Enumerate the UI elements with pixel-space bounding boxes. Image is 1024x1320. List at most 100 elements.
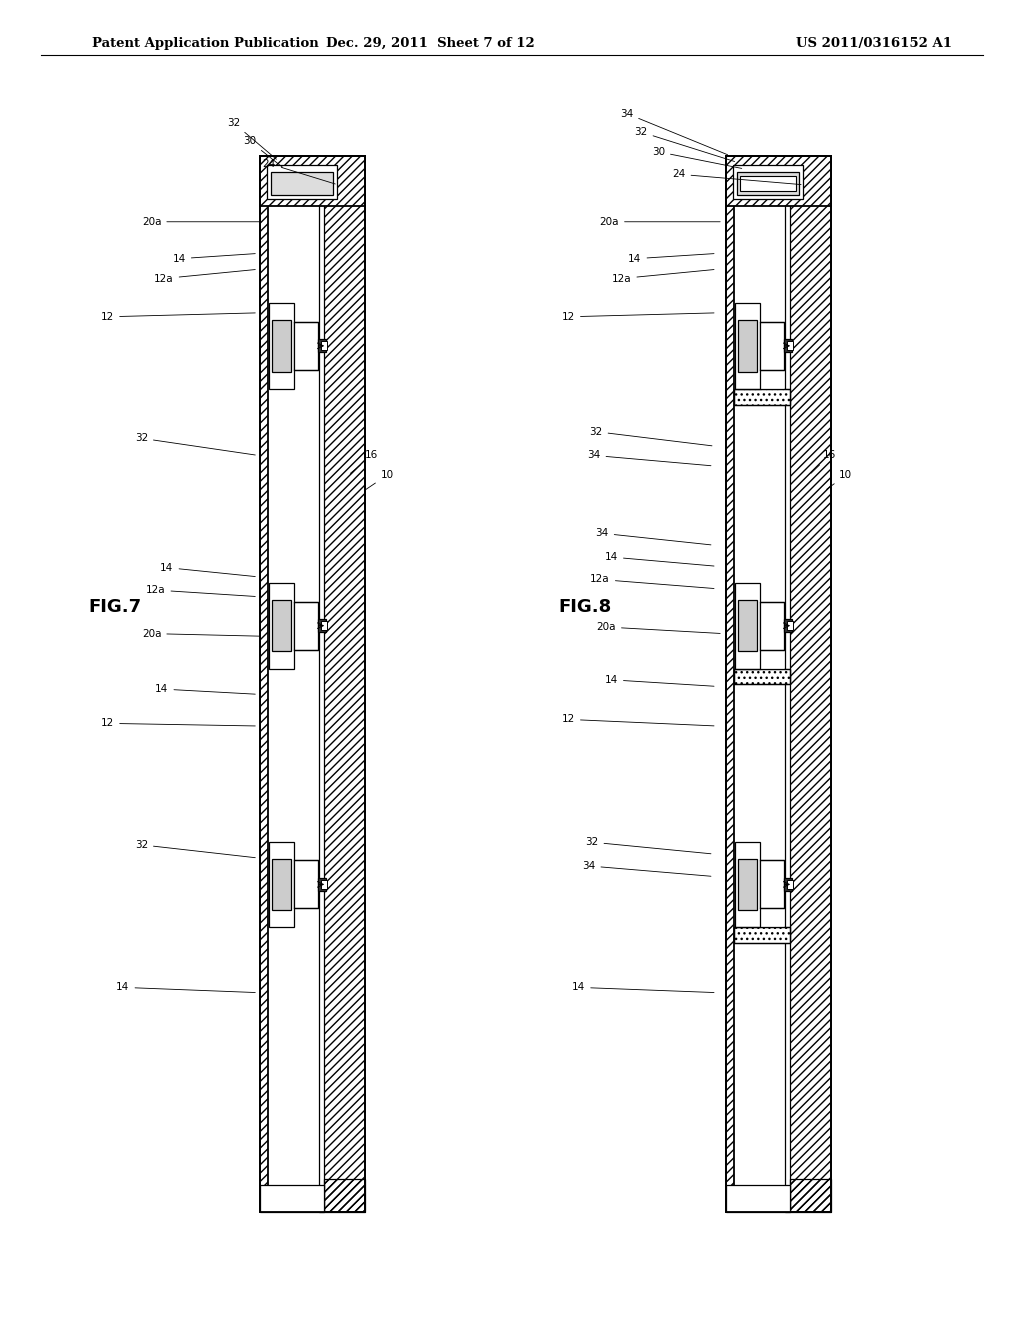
Bar [737,172,800,195]
Text: Dec. 29, 2011  Sheet 7 of 12: Dec. 29, 2011 Sheet 7 of 12 [326,37,535,50]
Text: 14: 14 [572,982,714,993]
Bar [760,602,784,649]
Text: 20a: 20a [599,216,720,227]
Text: 12a: 12a [154,269,255,284]
Text: 20a: 20a [141,216,260,227]
Bar [294,602,317,649]
Bar [787,341,794,350]
Bar [791,156,831,1212]
Bar [271,319,291,372]
Bar [739,176,797,191]
Bar [760,861,784,908]
Bar [319,156,324,1212]
Text: 24: 24 [673,169,801,185]
Bar [735,842,784,927]
Text: 16: 16 [350,450,378,474]
Bar [271,599,291,651]
Bar [322,879,328,890]
Text: 34: 34 [583,861,711,876]
Text: 34: 34 [596,528,711,545]
Bar [266,165,338,199]
Text: 32: 32 [635,127,734,161]
Bar [735,583,784,668]
Bar [784,339,793,352]
Bar [324,1179,365,1212]
Text: 14: 14 [173,253,255,264]
Bar [733,927,791,942]
Bar [317,619,326,632]
Bar [725,156,733,1212]
Bar [791,156,831,1212]
Text: 30: 30 [244,136,283,168]
Bar [733,388,791,404]
Bar [760,322,784,370]
Bar [733,165,803,199]
Text: 16: 16 [811,450,836,474]
Bar [735,842,760,927]
Bar [294,861,317,908]
Bar [733,927,791,942]
Bar [268,842,294,927]
Bar [268,583,317,668]
Bar [725,156,831,206]
Bar [733,668,791,684]
Bar [787,879,794,890]
Bar [260,156,268,1212]
Bar [735,304,760,388]
Bar [270,172,334,195]
Bar [260,156,268,1212]
Text: FIG.8: FIG.8 [558,598,611,616]
Text: 34: 34 [621,108,727,154]
Text: 32: 32 [586,837,711,854]
Text: 12: 12 [101,718,255,729]
Bar [735,304,784,388]
Text: 34: 34 [588,450,711,466]
Bar [725,156,831,206]
Text: 32: 32 [135,433,255,455]
Text: 20a: 20a [141,628,260,639]
Bar [737,859,757,911]
Bar [787,620,794,630]
Bar [322,341,328,350]
Bar [260,156,366,206]
Bar [785,156,791,1212]
Bar [733,668,791,684]
Bar [725,156,831,1212]
Bar [260,1185,324,1212]
Bar [294,322,317,370]
Text: 12a: 12a [611,269,714,284]
Text: 10: 10 [366,470,393,490]
Bar [733,927,791,942]
Bar [735,583,760,668]
Bar [324,156,365,1212]
Bar [737,319,757,372]
Bar [260,156,366,1212]
Text: 14: 14 [605,552,714,566]
Text: 14: 14 [117,982,255,993]
Text: 12: 12 [562,714,714,726]
Bar [268,842,317,927]
Text: 32: 32 [590,426,712,446]
Text: US 2011/0316152 A1: US 2011/0316152 A1 [797,37,952,50]
Text: 30: 30 [652,147,741,169]
Text: 20a: 20a [596,622,720,634]
Bar [324,156,365,1212]
Text: 12a: 12a [145,585,255,597]
Text: FIG.7: FIG.7 [88,598,141,616]
Bar [725,156,733,1212]
Text: Patent Application Publication: Patent Application Publication [92,37,318,50]
Bar [737,599,757,651]
Bar [260,156,366,206]
Text: 24: 24 [263,158,335,183]
Bar [725,1185,791,1212]
Bar [268,304,317,388]
Text: 14: 14 [161,562,255,577]
Bar [268,304,294,388]
Bar [733,388,791,404]
Text: 12a: 12a [590,574,714,589]
Text: 12: 12 [101,312,255,322]
Bar [322,620,328,630]
Bar [317,878,326,891]
Bar [733,388,791,404]
Text: 32: 32 [227,117,276,160]
